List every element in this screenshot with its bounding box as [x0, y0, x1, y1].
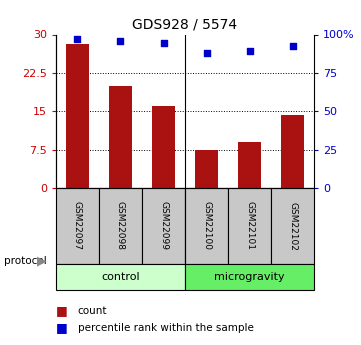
Bar: [109, 86, 132, 188]
Text: ■: ■: [56, 304, 68, 317]
Text: GSM22098: GSM22098: [116, 201, 125, 250]
Bar: [56, 264, 185, 290]
Text: microgravity: microgravity: [214, 272, 285, 282]
Text: GSM22099: GSM22099: [159, 201, 168, 250]
Point: [247, 48, 252, 53]
Bar: [66, 44, 89, 188]
Text: ■: ■: [56, 321, 68, 334]
Text: count: count: [78, 306, 107, 315]
Bar: [238, 142, 261, 188]
Text: ▶: ▶: [37, 255, 46, 268]
Bar: [281, 115, 304, 188]
Bar: [271, 188, 314, 264]
Point: [204, 50, 209, 56]
Text: GSM22097: GSM22097: [73, 201, 82, 250]
Text: protocol: protocol: [4, 256, 46, 266]
Point: [75, 36, 81, 42]
Point: [290, 43, 295, 49]
Bar: [185, 188, 228, 264]
Point: [161, 40, 166, 46]
Bar: [142, 188, 185, 264]
Text: GSM22102: GSM22102: [288, 201, 297, 250]
Bar: [185, 264, 314, 290]
Text: GSM22101: GSM22101: [245, 201, 254, 250]
Point: [118, 39, 123, 44]
Bar: [152, 106, 175, 188]
Text: GSM22100: GSM22100: [202, 201, 211, 250]
Text: percentile rank within the sample: percentile rank within the sample: [78, 323, 253, 333]
Bar: [195, 150, 218, 188]
Text: control: control: [101, 272, 140, 282]
Bar: [99, 188, 142, 264]
Title: GDS928 / 5574: GDS928 / 5574: [132, 18, 238, 32]
Bar: [228, 188, 271, 264]
Bar: [56, 188, 99, 264]
